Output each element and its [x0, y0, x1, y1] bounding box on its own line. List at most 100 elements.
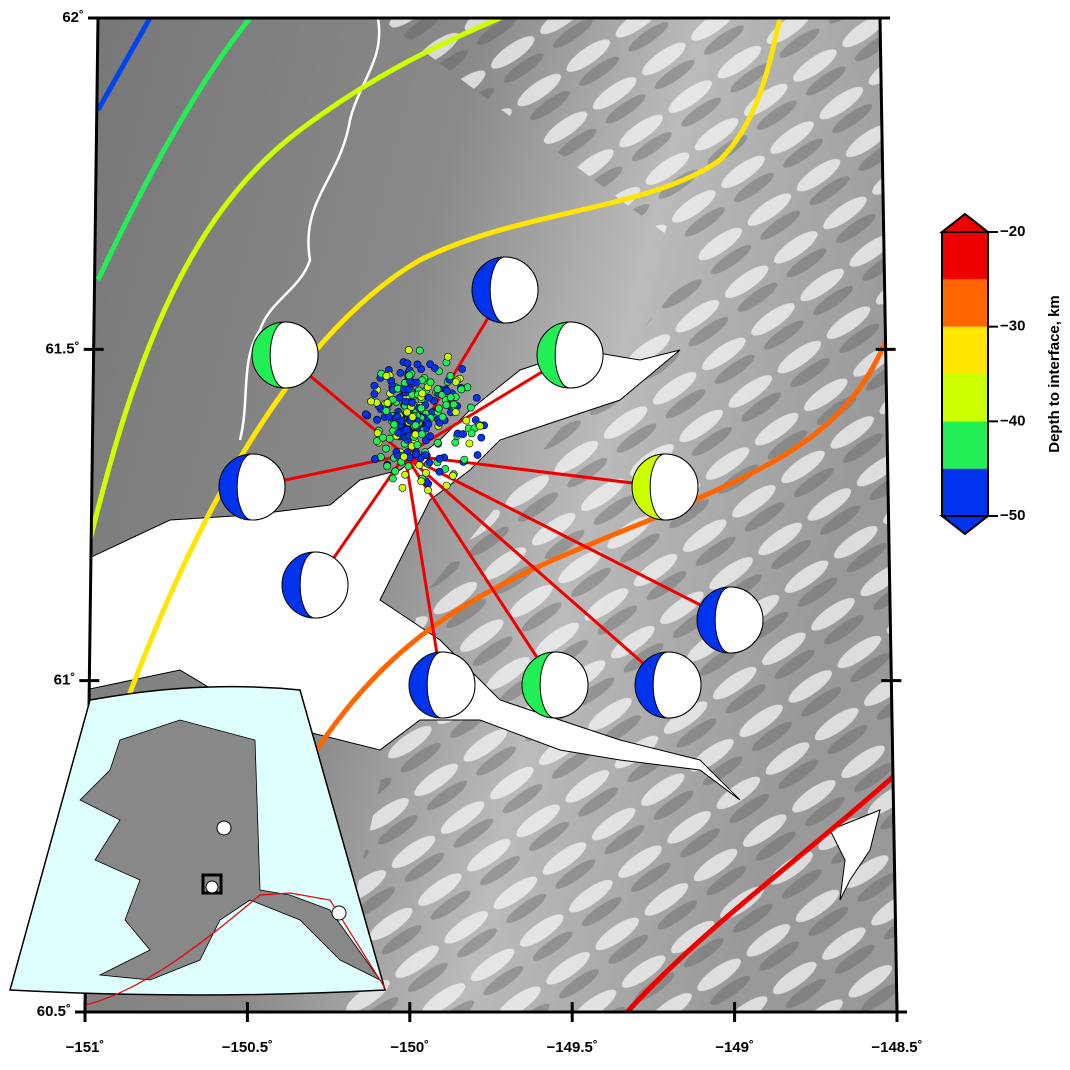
- earthquake: [434, 386, 441, 393]
- earthquake: [373, 416, 380, 423]
- earthquake: [443, 401, 450, 408]
- earthquake: [426, 459, 433, 466]
- earthquake: [412, 451, 419, 458]
- earthquake: [409, 413, 416, 420]
- earthquake: [412, 422, 419, 429]
- earthquake: [467, 404, 474, 411]
- earthquake: [391, 421, 398, 428]
- earthquake: [466, 440, 473, 447]
- earthquake: [404, 360, 411, 367]
- colorbar-tick-label: −50: [1000, 507, 1025, 524]
- earthquake: [405, 386, 412, 393]
- lon-label: −148.5˚: [871, 1039, 922, 1056]
- earthquake: [383, 372, 390, 379]
- earthquake: [460, 430, 467, 437]
- lat-label: 61.5˚: [45, 340, 79, 357]
- earthquake: [439, 413, 446, 420]
- lon-label: −150.5˚: [222, 1039, 273, 1056]
- colorbar: Depth to interface, km −20 −30 −40 −50: [942, 214, 1063, 534]
- earthquake: [414, 441, 421, 448]
- colorbar-tick-label: −40: [1000, 412, 1025, 429]
- lat-label: 61˚: [54, 672, 76, 689]
- colorbar-arrow: [942, 516, 988, 534]
- earthquake: [399, 484, 406, 491]
- earthquake: [384, 399, 391, 406]
- earthquake: [412, 431, 419, 438]
- earthquake: [419, 390, 426, 397]
- earthquake: [414, 361, 421, 368]
- earthquake: [435, 405, 442, 412]
- earthquake: [367, 398, 374, 405]
- earthquake: [426, 433, 433, 440]
- earthquake: [473, 394, 480, 401]
- earthquake: [461, 456, 468, 463]
- colorbar-tick-label: −30: [1000, 318, 1025, 335]
- lon-label: −149˚: [715, 1039, 754, 1056]
- earthquake: [422, 452, 429, 459]
- earthquake: [413, 379, 420, 386]
- lon-label: −149.5˚: [547, 1039, 598, 1056]
- earthquake: [427, 379, 434, 386]
- earthquake: [362, 411, 369, 418]
- colorbar-arrow: [942, 214, 988, 232]
- earthquake: [452, 409, 459, 416]
- earthquake: [389, 475, 396, 482]
- earthquake: [383, 407, 390, 414]
- earthquake: [425, 420, 432, 427]
- earthquake: [397, 369, 404, 376]
- earthquake: [371, 455, 378, 462]
- earthquake: [424, 487, 431, 494]
- earthquake: [463, 417, 470, 424]
- colorbar-title: Depth to interface, km: [1046, 295, 1063, 453]
- earthquake: [474, 451, 481, 458]
- earthquake: [458, 386, 465, 393]
- earthquake: [386, 435, 393, 442]
- earthquake: [401, 471, 408, 478]
- earthquake: [459, 365, 466, 372]
- lat-label: 62˚: [62, 9, 84, 26]
- earthquake: [384, 463, 391, 470]
- earthquake: [394, 452, 401, 459]
- earthquake: [476, 422, 483, 429]
- earthquake: [425, 394, 432, 401]
- earthquake: [447, 372, 454, 379]
- earthquake: [416, 461, 423, 468]
- earthquake: [452, 439, 459, 446]
- earthquake: [371, 382, 378, 389]
- colorbar-segment: [942, 421, 988, 468]
- colorbar-segment: [942, 232, 988, 279]
- earthquake: [468, 430, 475, 437]
- earthquake: [379, 434, 386, 441]
- map-figure: 62˚61.5˚61˚60.5˚−151˚−150.5˚−150˚−149.5˚…: [0, 0, 1070, 1065]
- earthquake: [408, 399, 415, 406]
- earthquake: [436, 468, 443, 475]
- earthquake: [447, 394, 454, 401]
- earthquake: [449, 472, 456, 479]
- lon-label: −151˚: [66, 1039, 105, 1056]
- earthquake: [405, 463, 412, 470]
- earthquake: [406, 372, 413, 379]
- earthquake: [395, 429, 402, 436]
- earthquake: [405, 346, 412, 353]
- colorbar-tick-label: −20: [1000, 223, 1025, 240]
- earthquake: [402, 398, 409, 405]
- earthquake: [400, 453, 407, 460]
- earthquake: [403, 426, 410, 433]
- earthquake: [443, 387, 450, 394]
- earthquake: [478, 434, 485, 441]
- earthquake: [392, 468, 399, 475]
- earthquake: [371, 390, 378, 397]
- colorbar-segment: [942, 374, 988, 421]
- earthquake: [443, 482, 450, 489]
- lon-label: −150˚: [390, 1039, 429, 1056]
- earthquake: [431, 365, 438, 372]
- earthquake: [398, 417, 405, 424]
- earthquake: [434, 439, 441, 446]
- colorbar-segment: [942, 279, 988, 326]
- earthquake: [444, 353, 451, 360]
- colorbar-segment: [942, 469, 988, 516]
- earthquake: [450, 401, 457, 408]
- earthquake: [436, 455, 443, 462]
- earthquake: [382, 445, 389, 452]
- colorbar-segment: [942, 327, 988, 374]
